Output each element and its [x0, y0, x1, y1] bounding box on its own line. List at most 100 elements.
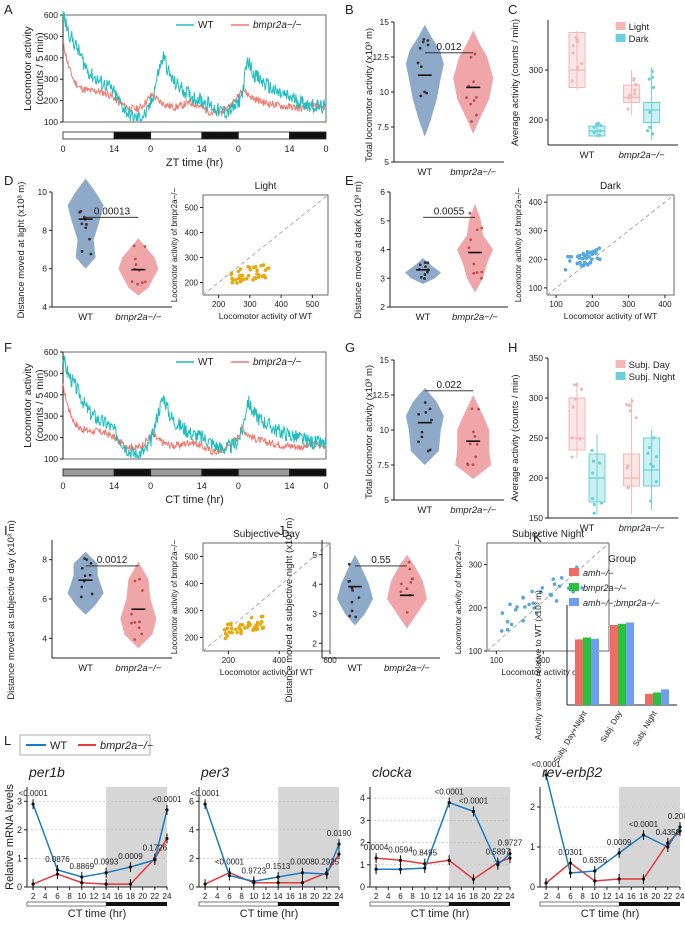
D2-point: [255, 268, 259, 273]
E-ytick-label: 5: [380, 216, 385, 226]
L-xtick-label: 14: [615, 892, 624, 901]
F-day-block: [237, 468, 290, 477]
D2-point: [263, 268, 268, 272]
L-xlabel: CT time (hr): [411, 908, 469, 920]
A-xtick-label: 0: [323, 144, 328, 154]
B-ytick-label: 15: [380, 17, 390, 27]
D2-xtick-label: 300: [243, 300, 257, 309]
E2-xtick-label: 400: [658, 300, 672, 309]
H-point: [649, 499, 653, 503]
L-ytick-label: 0: [360, 882, 365, 892]
C-legend-b: Dark: [629, 34, 649, 45]
B-point: [422, 37, 426, 41]
I2-xtick-label: 400: [273, 656, 287, 665]
J-point: [405, 587, 409, 591]
C-point: [575, 40, 579, 44]
G-point: [466, 462, 469, 466]
A-ytick-label: 600: [44, 10, 58, 20]
I2-point: [255, 627, 260, 631]
K-bar-amh: [610, 625, 618, 705]
C-point: [626, 107, 630, 111]
C-box-light: [623, 84, 641, 103]
L-point: [568, 861, 573, 865]
J2-point: [499, 629, 504, 633]
K-bar-amh: [645, 693, 653, 705]
L-point: [104, 871, 108, 875]
I2-point: [259, 619, 264, 624]
J2-point: [523, 605, 527, 609]
A-xtick-label: 14: [197, 144, 207, 154]
L-xtick-label: 20: [651, 892, 660, 901]
A-night-block: [289, 131, 327, 140]
H-ytick-label: 300: [529, 393, 543, 403]
I-ylabel: Distance moved at subjective day (x10³ m…: [6, 520, 17, 700]
panel-letter-h: H: [508, 340, 517, 355]
G-xtick-label: WT: [417, 505, 432, 516]
A-xtick-label: 14: [109, 144, 119, 154]
L-point: [423, 866, 427, 870]
L-xtick-label: 16: [457, 892, 466, 901]
E-pvalue: 0.0055: [434, 206, 465, 217]
L-xtick-label: 4: [43, 892, 48, 901]
J-point: [354, 615, 358, 619]
B-point: [465, 96, 468, 100]
G-point: [423, 401, 427, 404]
K-xtick-label: Subj. Night: [631, 709, 659, 748]
C-point: [628, 93, 632, 97]
H-point: [575, 383, 579, 387]
J-point: [407, 560, 411, 564]
I2-ytick-label: 300: [185, 607, 199, 616]
L-pvalue: 0.8495: [413, 849, 438, 858]
J2-point: [515, 605, 519, 609]
E2-xtick-label: 100: [549, 300, 563, 309]
I-ytick-label: 8: [42, 555, 47, 565]
I-xtick-label: bmpr2a−/−: [115, 663, 161, 674]
L-xtick-label: 6: [568, 892, 573, 901]
E2-ytick-label: 300: [529, 227, 543, 236]
K-legend-swatch: [569, 568, 579, 576]
L-point: [227, 873, 232, 878]
I2-point: [259, 614, 264, 619]
A-xtick-label: 0: [60, 144, 65, 154]
F-xtick-label: 14: [197, 481, 207, 491]
H-point: [592, 511, 596, 515]
L-xtick-label: 10: [420, 892, 429, 901]
I2-ytick-label: 200: [185, 634, 199, 643]
C-legend-swatch-b: [615, 34, 626, 42]
L-point: [678, 825, 682, 829]
J2-point: [559, 576, 564, 580]
F-xlabel: CT time (hr): [165, 494, 223, 506]
J2-diagonal: [486, 542, 610, 652]
J2-title: Subjective Night: [512, 529, 584, 540]
H-box-dark: [643, 437, 661, 487]
D2-xtick-label: 500: [306, 300, 320, 309]
E2-point: [578, 260, 582, 265]
C-point: [651, 132, 655, 136]
L-point: [128, 865, 133, 869]
L-point: [641, 833, 646, 837]
D-point: [143, 245, 147, 248]
L-point: [617, 877, 621, 881]
panel-letter-a: A: [4, 2, 13, 17]
K-xtick-label: Subj. Day: [599, 710, 624, 745]
L-xtick-label: 10: [249, 892, 258, 901]
I2-point: [251, 628, 255, 632]
I-point: [133, 638, 137, 641]
L-point: [398, 867, 403, 871]
L-pvalue: 0.4358: [656, 828, 681, 837]
A-night-block: [113, 131, 152, 140]
K-legend-swatch: [569, 598, 579, 606]
K-bar-bmpr2a: [583, 637, 591, 705]
H-xtick-label: WT: [580, 523, 595, 534]
C-ytick-label: 300: [529, 65, 543, 75]
D2-point: [233, 277, 238, 282]
G-point: [471, 463, 475, 467]
H-ytick-label: 200: [529, 473, 543, 483]
F-ylabel-2: (counts / 5 min): [34, 369, 46, 441]
L-pvalue: 0.0008: [290, 858, 315, 867]
J-pvalue: 0.55: [371, 555, 391, 566]
J-ytick-label: 4: [312, 579, 317, 589]
I2-point: [255, 620, 260, 625]
F-night-block: [201, 468, 239, 477]
L-point: [471, 809, 476, 814]
